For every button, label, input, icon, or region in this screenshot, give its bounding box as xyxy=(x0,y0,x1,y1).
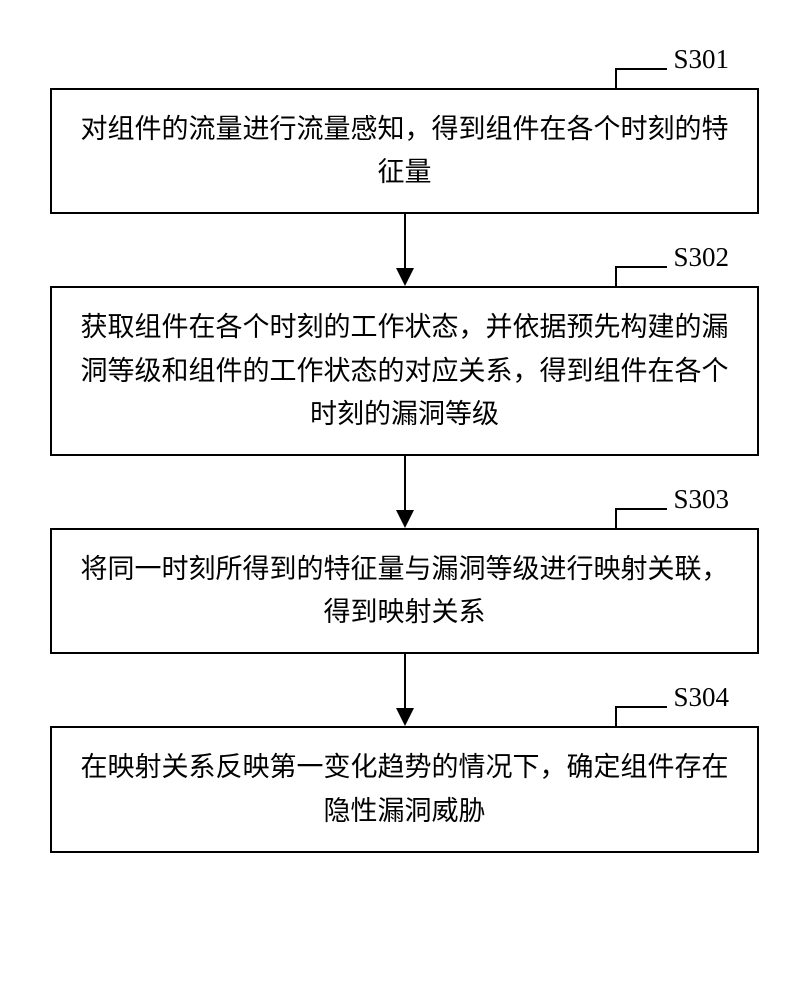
arrow-shaft xyxy=(404,654,406,708)
step-s303: S303 将同一时刻所得到的特征量与漏洞等级进行映射关联，得到映射关系 xyxy=(50,528,759,654)
lead-line-s301 xyxy=(615,68,667,90)
step-label: S301 xyxy=(673,44,729,75)
arrow-s303-s304 xyxy=(396,654,414,726)
step-box: 在映射关系反映第一变化趋势的情况下，确定组件存在隐性漏洞威胁 xyxy=(50,726,759,852)
arrow-head-icon xyxy=(396,268,414,286)
step-label: S302 xyxy=(673,242,729,273)
step-label: S303 xyxy=(673,484,729,515)
step-box: 对组件的流量进行流量感知，得到组件在各个时刻的特征量 xyxy=(50,88,759,214)
arrow-shaft xyxy=(404,456,406,510)
arrow-s302-s303 xyxy=(396,456,414,528)
flowchart-container: S301 对组件的流量进行流量感知，得到组件在各个时刻的特征量 S302 获取组… xyxy=(50,40,759,853)
step-box: 将同一时刻所得到的特征量与漏洞等级进行映射关联，得到映射关系 xyxy=(50,528,759,654)
step-box: 获取组件在各个时刻的工作状态，并依据预先构建的漏洞等级和组件的工作状态的对应关系… xyxy=(50,286,759,456)
arrow-head-icon xyxy=(396,510,414,528)
lead-line-s302 xyxy=(615,266,667,288)
arrow-shaft xyxy=(404,214,406,268)
lead-line-s304 xyxy=(615,706,667,728)
step-s302: S302 获取组件在各个时刻的工作状态，并依据预先构建的漏洞等级和组件的工作状态… xyxy=(50,286,759,456)
step-s304: S304 在映射关系反映第一变化趋势的情况下，确定组件存在隐性漏洞威胁 xyxy=(50,726,759,852)
arrow-s301-s302 xyxy=(396,214,414,286)
arrow-head-icon xyxy=(396,708,414,726)
lead-line-s303 xyxy=(615,508,667,530)
step-s301: S301 对组件的流量进行流量感知，得到组件在各个时刻的特征量 xyxy=(50,88,759,214)
step-label: S304 xyxy=(673,682,729,713)
